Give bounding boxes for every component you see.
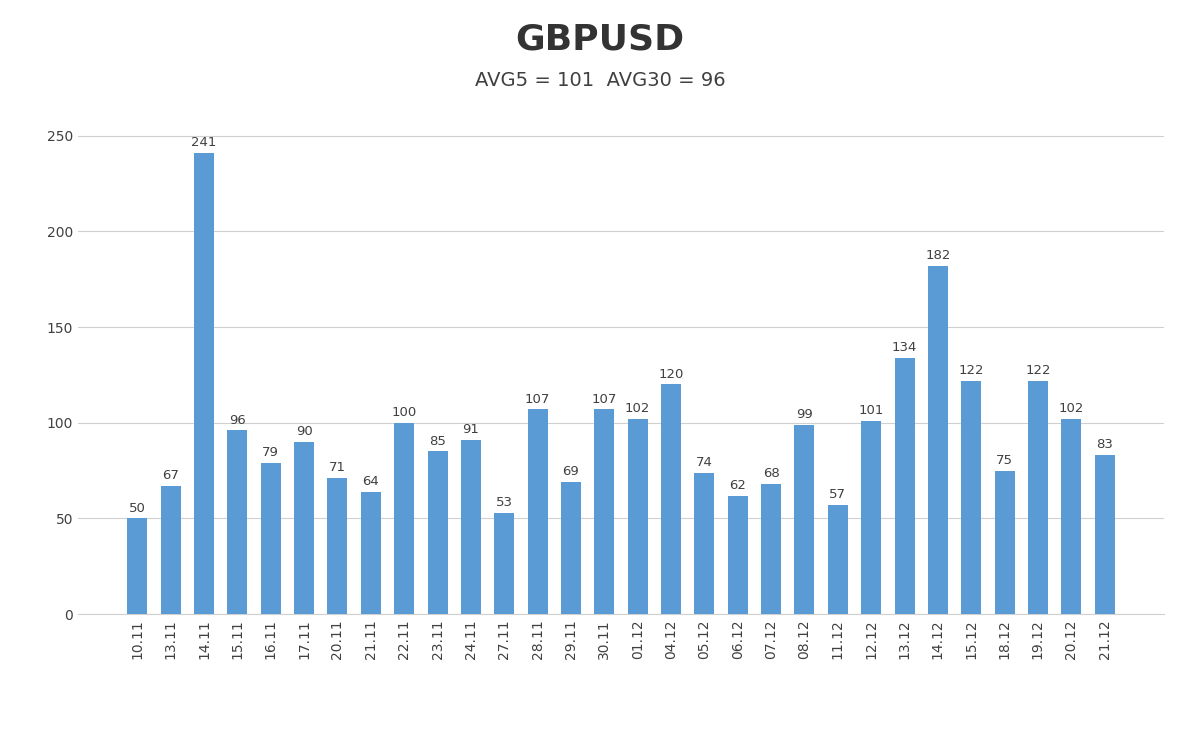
Text: 90: 90 bbox=[295, 425, 312, 438]
Text: 122: 122 bbox=[1025, 364, 1051, 377]
Bar bbox=[1061, 419, 1081, 614]
Text: 101: 101 bbox=[858, 404, 884, 417]
Text: 99: 99 bbox=[796, 408, 812, 421]
Text: 64: 64 bbox=[362, 475, 379, 488]
Bar bbox=[394, 422, 414, 614]
Text: GBPUSD: GBPUSD bbox=[516, 22, 684, 56]
Bar bbox=[995, 470, 1014, 614]
Bar bbox=[328, 479, 348, 614]
Bar bbox=[127, 518, 148, 614]
Text: 50: 50 bbox=[128, 502, 146, 515]
Bar bbox=[427, 452, 448, 614]
Bar bbox=[161, 486, 181, 614]
Bar bbox=[794, 425, 815, 614]
Text: 91: 91 bbox=[462, 423, 479, 436]
Text: 74: 74 bbox=[696, 455, 713, 469]
Text: 75: 75 bbox=[996, 454, 1013, 467]
Text: 241: 241 bbox=[191, 136, 217, 149]
Bar bbox=[894, 358, 914, 614]
Text: 120: 120 bbox=[659, 368, 684, 380]
Bar bbox=[228, 431, 247, 614]
Bar bbox=[828, 505, 848, 614]
Bar bbox=[194, 153, 214, 614]
Bar bbox=[260, 463, 281, 614]
Bar bbox=[961, 380, 982, 614]
Bar bbox=[1094, 455, 1115, 614]
Bar bbox=[1028, 380, 1048, 614]
Bar bbox=[494, 513, 515, 614]
Text: 62: 62 bbox=[730, 479, 746, 491]
Text: 67: 67 bbox=[162, 469, 179, 482]
Text: 83: 83 bbox=[1096, 438, 1114, 452]
Bar bbox=[862, 421, 881, 614]
Bar bbox=[594, 410, 614, 614]
Text: 122: 122 bbox=[959, 364, 984, 377]
Bar bbox=[294, 442, 314, 614]
Bar bbox=[695, 473, 714, 614]
Text: 71: 71 bbox=[329, 461, 346, 474]
Bar bbox=[560, 482, 581, 614]
Bar bbox=[361, 491, 380, 614]
Text: 102: 102 bbox=[625, 402, 650, 415]
Text: 69: 69 bbox=[563, 465, 580, 479]
Bar bbox=[727, 496, 748, 614]
Bar bbox=[928, 266, 948, 614]
Text: 53: 53 bbox=[496, 496, 512, 509]
Text: 96: 96 bbox=[229, 413, 246, 427]
Text: 107: 107 bbox=[592, 392, 617, 405]
Text: AVG5 = 101  AVG30 = 96: AVG5 = 101 AVG30 = 96 bbox=[475, 71, 725, 90]
Text: 182: 182 bbox=[925, 249, 950, 262]
Bar bbox=[528, 410, 547, 614]
Text: 107: 107 bbox=[524, 392, 551, 405]
Text: 79: 79 bbox=[263, 446, 280, 459]
Bar bbox=[461, 440, 481, 614]
Bar bbox=[661, 384, 682, 614]
Bar bbox=[761, 484, 781, 614]
Text: 102: 102 bbox=[1058, 402, 1084, 415]
Text: 134: 134 bbox=[892, 341, 917, 354]
Bar bbox=[628, 419, 648, 614]
Text: 57: 57 bbox=[829, 488, 846, 501]
Text: 68: 68 bbox=[763, 467, 780, 480]
Text: 85: 85 bbox=[430, 434, 446, 448]
Text: 100: 100 bbox=[391, 406, 416, 419]
